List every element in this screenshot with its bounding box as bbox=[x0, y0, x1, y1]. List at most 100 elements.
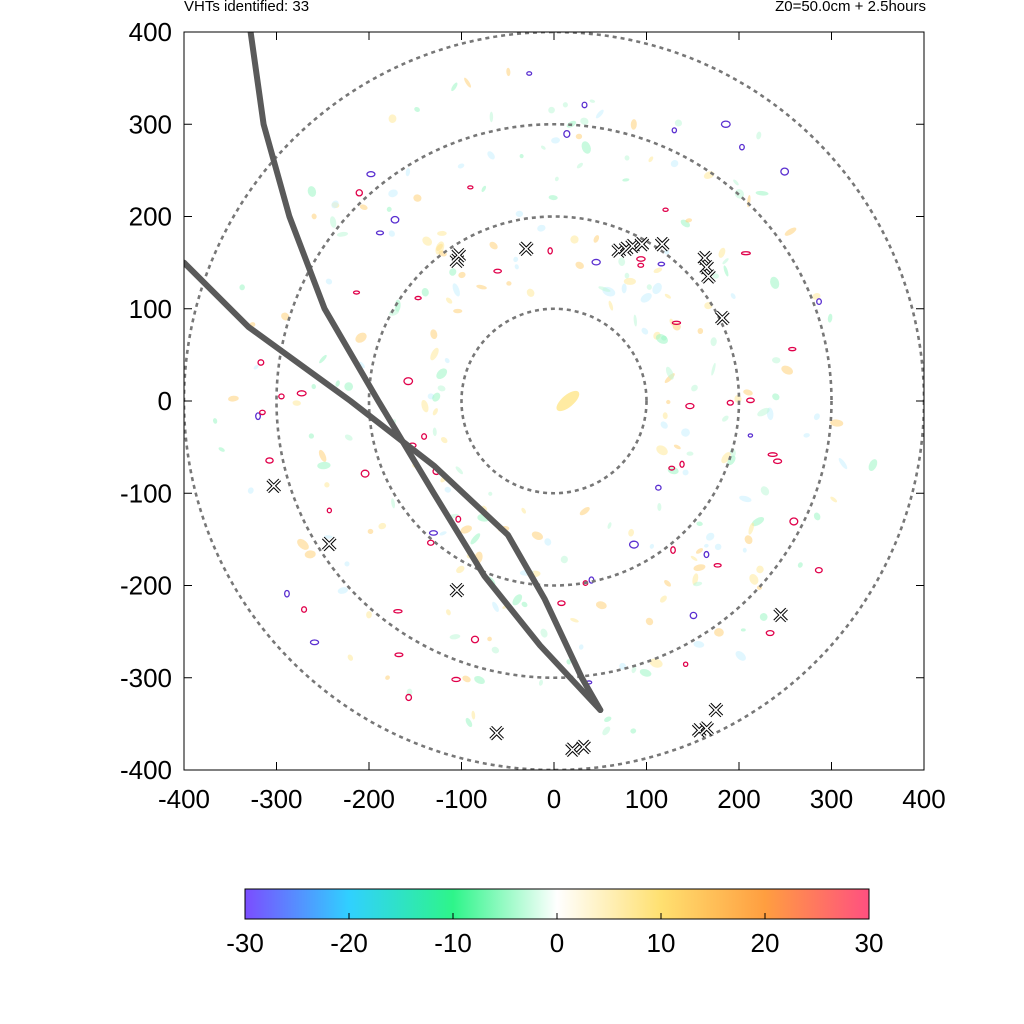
field-cell bbox=[770, 276, 780, 289]
field-cell bbox=[439, 531, 447, 536]
range-ring-200 bbox=[367, 215, 741, 587]
vht-contour bbox=[366, 171, 376, 178]
field-cell bbox=[344, 561, 350, 567]
field-cell bbox=[691, 384, 698, 392]
field-cell bbox=[744, 535, 753, 545]
field-cell bbox=[521, 601, 528, 608]
vht-contour bbox=[421, 433, 428, 440]
field-cell bbox=[673, 444, 681, 450]
field-cell bbox=[740, 628, 746, 632]
vht-contour bbox=[637, 262, 645, 268]
range-ring-300 bbox=[275, 122, 833, 680]
field-cell bbox=[421, 287, 429, 297]
vht-contour bbox=[426, 539, 435, 546]
vht-marker bbox=[708, 702, 724, 718]
vht-contour bbox=[326, 507, 333, 514]
storm-tracks bbox=[184, 32, 604, 713]
vht-contour bbox=[671, 127, 678, 134]
field-cell bbox=[681, 428, 690, 437]
field-cell bbox=[659, 595, 667, 603]
field-cell bbox=[489, 111, 494, 123]
field-cell bbox=[554, 176, 559, 182]
field-cell bbox=[621, 283, 627, 294]
field-cell bbox=[367, 528, 374, 535]
vht-contour bbox=[816, 298, 822, 306]
field-cell bbox=[476, 284, 487, 290]
field-cell bbox=[566, 659, 571, 665]
field-cell bbox=[652, 282, 662, 295]
vht-contour bbox=[662, 207, 669, 213]
field-cell bbox=[331, 200, 339, 209]
field-cell bbox=[544, 538, 552, 546]
field-cell bbox=[685, 218, 693, 223]
vht-contour bbox=[767, 452, 778, 458]
field-cell bbox=[682, 469, 689, 476]
field-cell bbox=[453, 308, 463, 314]
field-cell bbox=[649, 543, 655, 549]
vht-contour bbox=[689, 611, 698, 620]
field-cell bbox=[581, 141, 591, 154]
vht-contour bbox=[309, 639, 320, 646]
field-cell bbox=[317, 461, 331, 470]
y-tick-label: 300 bbox=[129, 109, 172, 139]
field-cell bbox=[481, 185, 487, 192]
field-cell bbox=[575, 133, 583, 140]
field-cell bbox=[488, 491, 493, 496]
field-cell bbox=[623, 277, 636, 285]
colorbar-tick-label: 30 bbox=[855, 928, 884, 958]
field-cell bbox=[337, 587, 349, 594]
reflectivity-field bbox=[213, 67, 878, 736]
field-cell bbox=[308, 433, 315, 439]
field-cell bbox=[664, 580, 671, 587]
field-cell bbox=[813, 512, 821, 521]
field-cell bbox=[385, 675, 390, 680]
vht-marker bbox=[654, 236, 670, 252]
vht-contour bbox=[467, 185, 474, 190]
field-cell bbox=[722, 258, 729, 265]
field-cell bbox=[435, 241, 445, 255]
field-cell bbox=[607, 522, 612, 529]
field-cell bbox=[452, 283, 460, 297]
vht-contour bbox=[668, 465, 676, 471]
y-tick-label: 100 bbox=[129, 294, 172, 324]
field-cell bbox=[739, 495, 752, 503]
y-tick-label: 0 bbox=[158, 386, 172, 416]
field-cell bbox=[531, 531, 543, 540]
x-tick-label: -200 bbox=[343, 784, 395, 814]
vht-marker bbox=[451, 247, 466, 263]
field-cell bbox=[733, 179, 739, 186]
vht-marker bbox=[699, 721, 714, 736]
field-cell bbox=[631, 666, 637, 674]
vht-contour bbox=[403, 377, 414, 386]
field-cell bbox=[686, 451, 694, 456]
vht-contour bbox=[814, 566, 823, 574]
field-cell bbox=[630, 119, 637, 130]
vht-contour bbox=[581, 101, 588, 109]
field-cell bbox=[470, 533, 481, 545]
x-tick-label: -400 bbox=[158, 784, 210, 814]
vht-contour bbox=[563, 129, 571, 139]
field-cell bbox=[548, 195, 558, 201]
vht-contour bbox=[352, 290, 361, 295]
vht-contour bbox=[789, 517, 799, 526]
field-cell bbox=[723, 265, 729, 277]
vht-marker bbox=[266, 478, 281, 494]
level-time-label: Z0=50.0cm + 2.5hours bbox=[775, 0, 926, 15]
field-cell bbox=[666, 399, 671, 405]
vht-contour bbox=[394, 652, 404, 658]
field-cell bbox=[693, 564, 706, 571]
field-cell bbox=[653, 267, 663, 274]
vht-marker bbox=[576, 739, 591, 755]
field-cell bbox=[239, 284, 245, 291]
field-cell bbox=[838, 458, 848, 470]
field-cell bbox=[624, 155, 630, 161]
field-cell bbox=[578, 644, 584, 650]
field-cell bbox=[388, 114, 397, 123]
field-cell bbox=[347, 654, 354, 661]
field-cell bbox=[537, 224, 546, 232]
vht-contour bbox=[451, 676, 461, 683]
colorbar-tick-label: 20 bbox=[751, 928, 780, 958]
vht-contour bbox=[772, 458, 783, 465]
vht-contour bbox=[414, 295, 422, 301]
field-cell bbox=[570, 235, 579, 244]
